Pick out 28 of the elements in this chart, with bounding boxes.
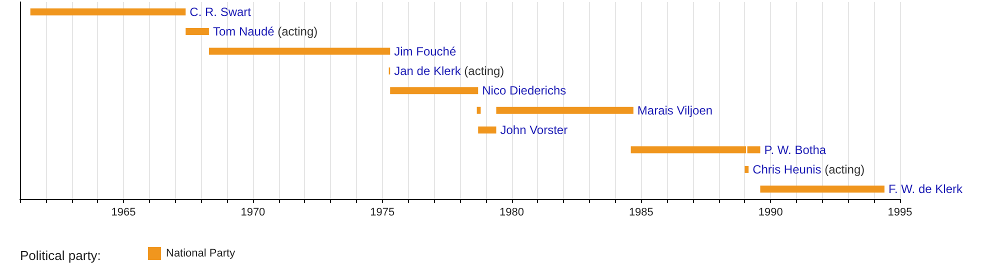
bar	[760, 186, 884, 193]
bar	[186, 28, 209, 36]
x-tick-label: 1985	[628, 206, 654, 218]
x-tick-label: 1990	[758, 206, 783, 218]
x-tick-label: 1995	[888, 206, 912, 218]
y-tick-label: Tom Naudé (acting)	[212, 24, 318, 39]
y-tick-label: P. W. Botha	[764, 142, 826, 157]
y-tick-label: Jan de Klerk (acting)	[394, 64, 504, 78]
y-tick-label: C. R. Swart	[190, 4, 252, 19]
legend-title: Political party:	[20, 248, 101, 263]
bar	[744, 166, 749, 173]
x-tick-label: 1970	[240, 206, 266, 218]
bar	[478, 126, 496, 134]
y-tick-label: Nico Diederichs	[482, 84, 566, 98]
y-tick-label: Marais Viljoen	[637, 103, 713, 118]
y-tick-label: F. W. de Klerk	[888, 182, 964, 196]
legend-label: National Party	[166, 248, 236, 260]
y-tick-label: Chris Heunis (acting)	[752, 162, 865, 176]
bar	[208, 48, 390, 55]
bar	[476, 106, 481, 114]
y-tick-label: Jim Fouché	[394, 44, 456, 58]
y-tick-label: John Vorster	[500, 123, 568, 138]
x-tick-label: 1975	[370, 206, 395, 218]
x-tick-label: 1980	[500, 206, 524, 218]
bar	[390, 87, 478, 94]
bar	[496, 106, 634, 114]
bar	[30, 8, 186, 16]
x-tick-label: 1965	[111, 206, 136, 218]
